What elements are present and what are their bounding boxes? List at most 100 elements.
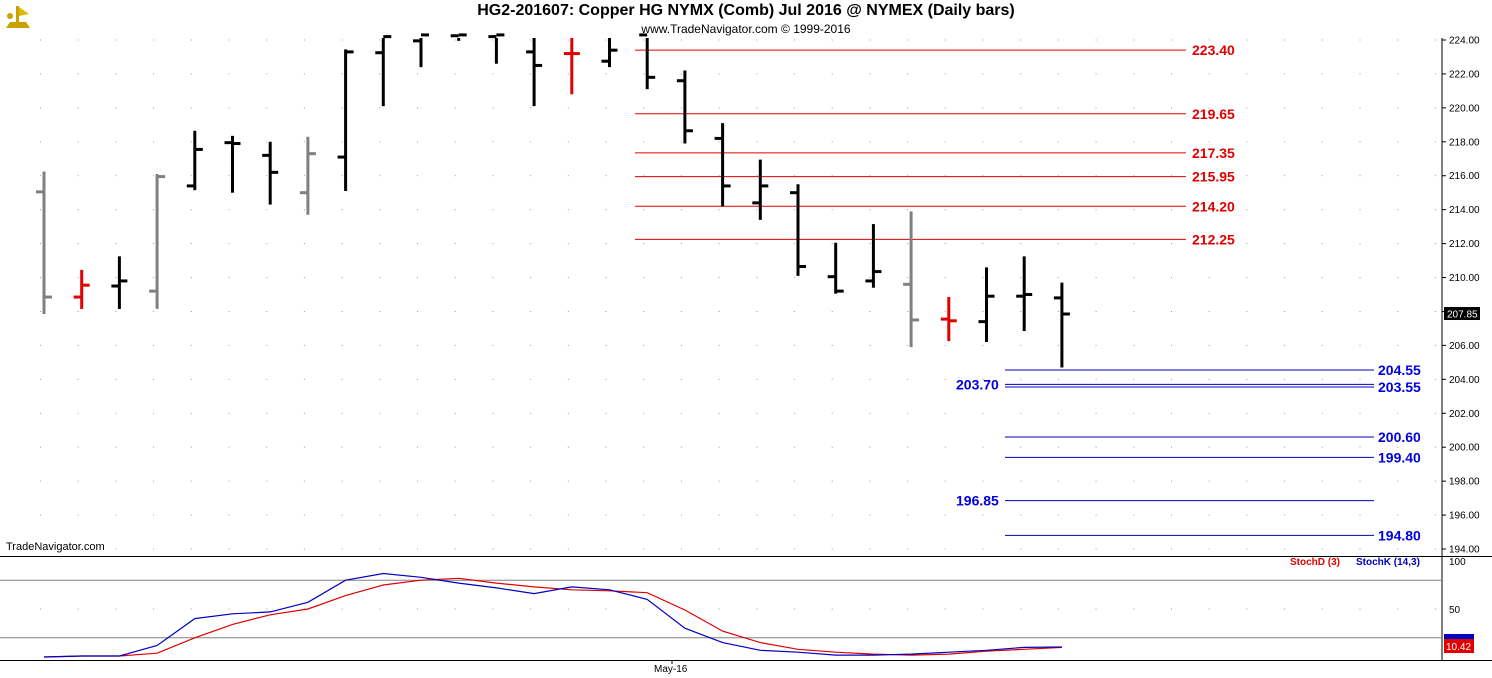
- grid-dot: [115, 480, 117, 482]
- grid-dot: [77, 311, 79, 312]
- grid-dot: [982, 277, 984, 278]
- grid-dot: [605, 344, 607, 346]
- grid-dot: [379, 412, 381, 414]
- grid-dot: [605, 175, 607, 177]
- grid-dot: [1397, 480, 1399, 482]
- grid-dot: [1246, 548, 1248, 550]
- grid-dot: [567, 446, 569, 448]
- y-tick-label: 214.00: [1449, 205, 1480, 216]
- grid-dot: [756, 175, 758, 177]
- grid-dot: [643, 514, 645, 516]
- grid-dot: [567, 209, 569, 211]
- grid-dot: [567, 73, 569, 75]
- grid-dot: [643, 344, 645, 346]
- grid-dot: [40, 243, 41, 245]
- grid-dot: [153, 446, 155, 448]
- grid-dot: [1359, 209, 1361, 211]
- grid-dot: [643, 39, 645, 41]
- grid-dot: [492, 412, 494, 414]
- grid-dot: [794, 107, 795, 109]
- grid-dot: [77, 548, 79, 550]
- grid-dot: [680, 311, 682, 312]
- grid-dot: [153, 378, 155, 380]
- grid-dot: [1434, 141, 1436, 143]
- grid-dot: [40, 514, 41, 516]
- grid-dot: [907, 311, 909, 312]
- grid-dot: [1434, 277, 1436, 278]
- grid-dot: [907, 412, 909, 414]
- grid-dot: [718, 344, 720, 346]
- grid-dot: [40, 311, 41, 312]
- grid-dot: [907, 107, 909, 109]
- grid-dot: [944, 412, 946, 414]
- grid-dot: [228, 277, 230, 278]
- y-tick-label: 222.00: [1449, 69, 1480, 80]
- grid-dot: [944, 243, 946, 245]
- ohlc-bar: [1016, 256, 1033, 331]
- grid-dot: [266, 73, 268, 75]
- grid-dot: [190, 548, 192, 550]
- grid-dot: [1284, 548, 1286, 550]
- grid-dot: [831, 311, 833, 312]
- grid-dot: [680, 73, 682, 75]
- grid-dot: [1095, 480, 1097, 482]
- ohlc-bar: [865, 224, 882, 288]
- grid-dot: [153, 39, 155, 41]
- grid-dot: [153, 311, 155, 312]
- grid-dot: [1397, 107, 1399, 109]
- grid-dot: [115, 73, 117, 75]
- grid-dot: [869, 277, 871, 278]
- grid-dot: [379, 514, 381, 516]
- grid-dot: [567, 243, 569, 245]
- grid-dot: [454, 378, 456, 380]
- grid-dot: [153, 73, 155, 75]
- grid-dot: [77, 514, 79, 516]
- grid-dot: [907, 39, 909, 41]
- grid-dot: [1171, 378, 1172, 380]
- grid-dot: [1020, 446, 1022, 448]
- support-label: 203.55: [1378, 379, 1421, 395]
- grid-dot: [605, 446, 607, 448]
- grid-dot: [1321, 344, 1323, 346]
- grid-dot: [1020, 73, 1022, 75]
- grid-dot: [1246, 107, 1248, 109]
- grid-dot: [153, 141, 155, 143]
- grid-dot: [1321, 548, 1323, 550]
- grid-dot: [794, 175, 795, 177]
- grid-dot: [1434, 446, 1436, 448]
- grid-dot: [1208, 378, 1210, 380]
- grid-dot: [1359, 480, 1361, 482]
- legend-stoch-k: StochK (14,3): [1356, 557, 1420, 568]
- grid-dot: [1321, 412, 1323, 414]
- ohlc-bar: [299, 136, 316, 215]
- grid-dot: [643, 480, 645, 482]
- grid-dot: [1434, 344, 1436, 346]
- grid-dot: [40, 209, 41, 211]
- grid-dot: [190, 344, 192, 346]
- grid-dot: [567, 378, 569, 380]
- grid-dot: [379, 175, 381, 177]
- ohlc-bar: [337, 49, 354, 192]
- grid-dot: [869, 141, 871, 143]
- grid-dot: [1208, 608, 1210, 610]
- grid-dot: [1133, 107, 1135, 109]
- grid-dot: [1246, 277, 1248, 278]
- grid-dot: [115, 514, 117, 516]
- grid-dot: [303, 514, 305, 516]
- grid-dot: [454, 39, 456, 41]
- grid-dot: [492, 175, 494, 177]
- grid-dot: [718, 141, 720, 143]
- grid-dot: [1397, 514, 1399, 516]
- grid-dot: [1434, 412, 1436, 414]
- grid-dot: [417, 311, 418, 312]
- y-tick-label: 200.00: [1449, 443, 1480, 454]
- grid-dot: [944, 514, 946, 516]
- grid-dot: [379, 107, 381, 109]
- grid-dot: [680, 107, 682, 109]
- grid-dot: [567, 277, 569, 278]
- grid-dot: [341, 480, 343, 482]
- grid-dot: [303, 209, 305, 211]
- ohlc-bar: [186, 130, 203, 191]
- watermark: TradeNavigator.com: [6, 541, 105, 553]
